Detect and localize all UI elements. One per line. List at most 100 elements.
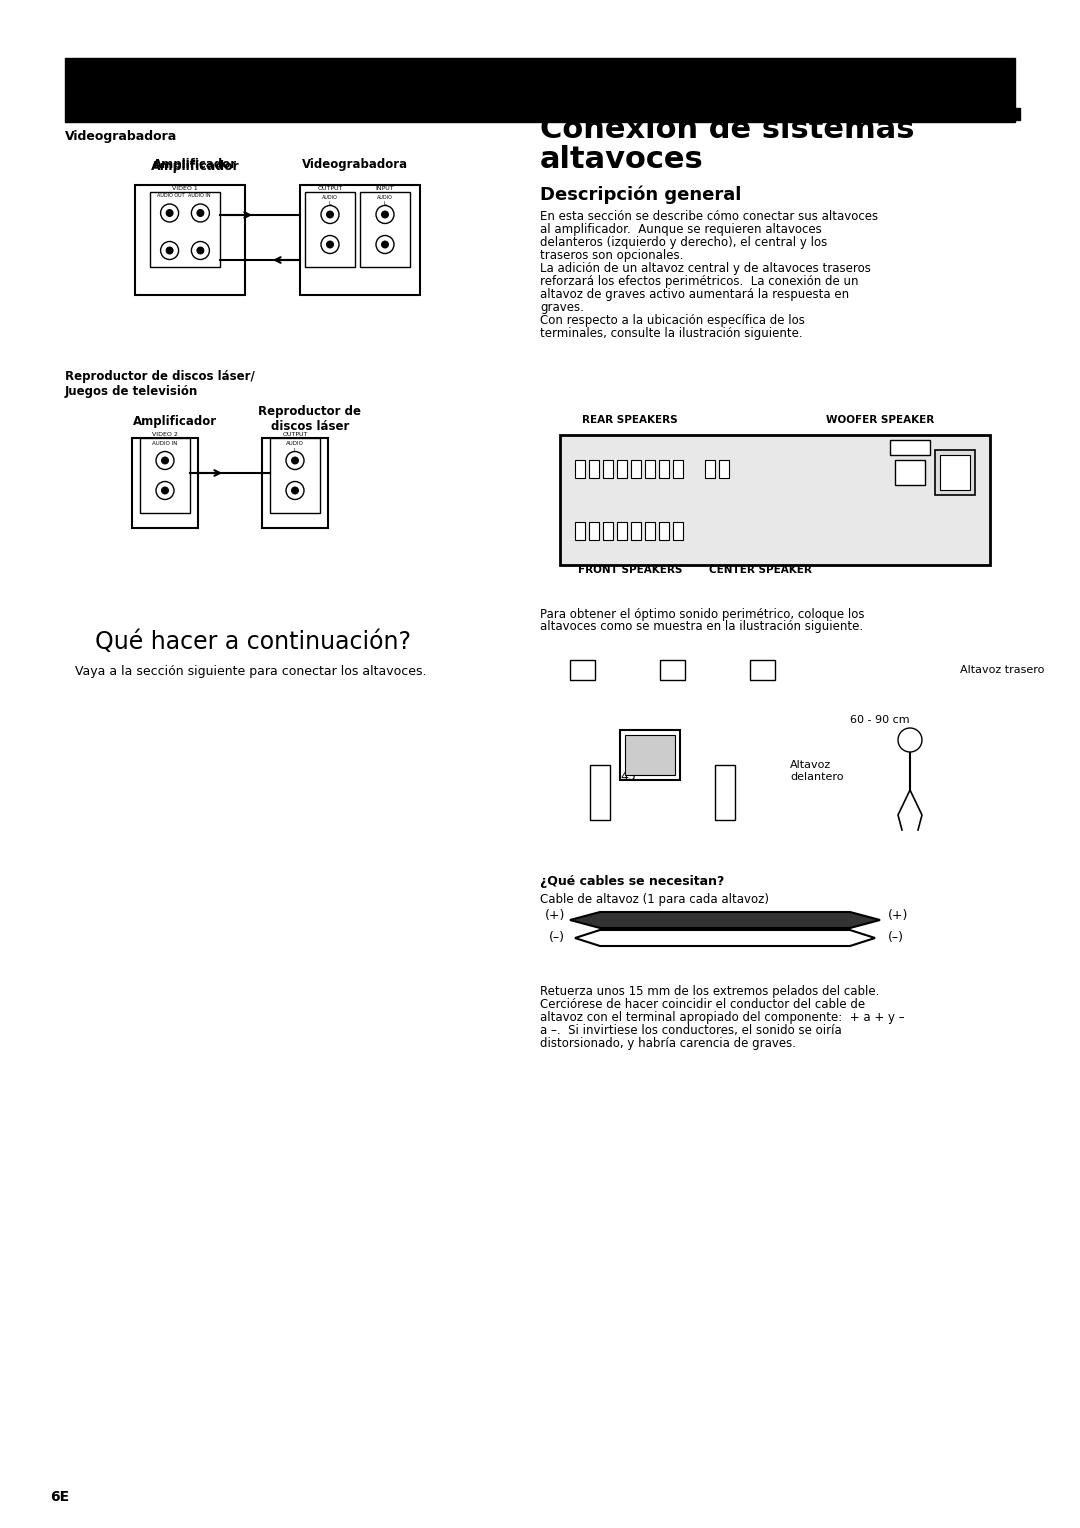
Circle shape <box>197 248 204 254</box>
Text: Con respecto a la ubicación específica de los: Con respecto a la ubicación específica d… <box>540 313 805 327</box>
Text: Conexión de sistemas: Conexión de sistemas <box>540 115 926 144</box>
Circle shape <box>161 205 178 222</box>
Bar <box>150 193 220 267</box>
Text: a –.  Si invirtiese los conductores, el sonido se oiría: a –. Si invirtiese los conductores, el s… <box>540 1024 841 1038</box>
Text: AUDIO IN: AUDIO IN <box>188 193 211 199</box>
Text: Reproductor de: Reproductor de <box>258 405 362 419</box>
Bar <box>575 460 585 478</box>
Text: La adición de un altavoz central y de altavoces traseros: La adición de un altavoz central y de al… <box>540 261 870 275</box>
Text: INPUT: INPUT <box>376 186 394 191</box>
Circle shape <box>161 241 178 260</box>
Text: distorsionado, y habría carencia de graves.: distorsionado, y habría carencia de grav… <box>540 1038 796 1050</box>
Text: Vaya a la sección siguiente para conectar los altavoces.: Vaya a la sección siguiente para conecta… <box>75 665 427 678</box>
Text: Amplificador: Amplificador <box>150 160 240 173</box>
Bar <box>631 460 642 478</box>
Text: Descripción general: Descripción general <box>540 185 741 203</box>
Bar <box>659 460 669 478</box>
Circle shape <box>292 457 298 465</box>
Text: REAR SPEAKERS: REAR SPEAKERS <box>582 416 678 425</box>
Text: OUTPUT: OUTPUT <box>282 432 308 437</box>
Bar <box>65 90 1015 122</box>
Bar <box>589 460 599 478</box>
Bar <box>659 523 669 539</box>
Text: Amplificador: Amplificador <box>153 157 238 171</box>
Circle shape <box>381 211 389 219</box>
Text: Reproductor de discos láser/: Reproductor de discos láser/ <box>65 370 255 384</box>
Bar <box>305 193 355 267</box>
Circle shape <box>286 451 303 469</box>
Text: AUDIO: AUDIO <box>377 196 393 200</box>
Bar <box>631 523 642 539</box>
Text: En esta sección se describe cómo conectar sus altavoces: En esta sección se describe cómo conecta… <box>540 209 878 223</box>
Text: L: L <box>328 202 332 206</box>
Bar <box>625 735 675 775</box>
Text: (–): (–) <box>549 932 565 944</box>
Circle shape <box>376 205 394 223</box>
Text: CENTER SPEAKER: CENTER SPEAKER <box>708 565 811 575</box>
Text: traseros son opcionales.: traseros son opcionales. <box>540 249 684 261</box>
Text: L: L <box>294 448 297 452</box>
Bar <box>603 460 613 478</box>
Bar <box>540 108 1020 121</box>
Bar <box>140 439 190 513</box>
Text: Videograbadora: Videograbadora <box>302 157 408 171</box>
Text: (+): (+) <box>544 909 565 921</box>
Bar <box>617 460 627 478</box>
Bar <box>575 523 585 539</box>
Circle shape <box>292 487 298 494</box>
Text: terminales, consulte la ilustración siguiente.: terminales, consulte la ilustración sigu… <box>540 327 802 341</box>
Circle shape <box>156 451 174 469</box>
Text: Juegos de televisión: Juegos de televisión <box>65 385 199 397</box>
Text: Para obtener el óptimo sonido perimétrico, coloque los: Para obtener el óptimo sonido perimétric… <box>540 608 864 620</box>
Text: WOOFER SPEAKER: WOOFER SPEAKER <box>826 416 934 425</box>
Text: altavoz de graves activo aumentará la respuesta en: altavoz de graves activo aumentará la re… <box>540 287 849 301</box>
Bar <box>270 439 320 513</box>
Bar <box>300 185 420 295</box>
Bar <box>561 435 990 565</box>
Bar <box>65 58 1015 90</box>
Text: Amplificador: Amplificador <box>133 416 217 428</box>
Polygon shape <box>570 912 880 927</box>
Text: altavoces: altavoces <box>540 145 704 174</box>
Bar <box>603 523 613 539</box>
Text: FRONT SPEAKERS: FRONT SPEAKERS <box>578 565 683 575</box>
Bar <box>660 660 685 680</box>
Bar <box>673 523 683 539</box>
Text: 6E: 6E <box>50 1490 69 1504</box>
Circle shape <box>156 481 174 500</box>
Polygon shape <box>575 931 875 946</box>
Text: reforzará los efectos perimétricos.  La conexión de un: reforzará los efectos perimétricos. La c… <box>540 275 859 287</box>
Text: 60 - 90 cm: 60 - 90 cm <box>850 715 909 724</box>
Text: L: L <box>383 202 387 206</box>
Circle shape <box>381 241 389 248</box>
Bar <box>570 660 595 680</box>
Circle shape <box>166 209 173 217</box>
Text: VIDEO 1: VIDEO 1 <box>172 186 198 191</box>
Text: AUDIO: AUDIO <box>322 196 338 200</box>
Circle shape <box>162 457 168 465</box>
Bar <box>715 766 735 821</box>
Circle shape <box>166 248 173 254</box>
Circle shape <box>897 727 922 752</box>
Text: Cable de altavoz (1 para cada altavoz): Cable de altavoz (1 para cada altavoz) <box>540 892 769 906</box>
Text: Altavoz trasero: Altavoz trasero <box>960 665 1044 675</box>
Bar <box>719 460 729 478</box>
Bar <box>940 455 970 490</box>
Text: (–): (–) <box>888 932 904 944</box>
Circle shape <box>321 235 339 254</box>
Text: altavoces como se muestra en la ilustración siguiente.: altavoces como se muestra en la ilustrac… <box>540 620 863 633</box>
Bar <box>750 660 775 680</box>
Bar <box>645 523 654 539</box>
Circle shape <box>162 487 168 494</box>
Text: (+): (+) <box>888 909 908 921</box>
Circle shape <box>191 241 210 260</box>
Bar <box>673 460 683 478</box>
Bar <box>132 439 198 529</box>
Bar <box>935 451 975 495</box>
Text: 45°: 45° <box>620 770 643 782</box>
Circle shape <box>376 235 394 254</box>
Bar <box>620 730 680 779</box>
Bar <box>590 766 610 821</box>
Bar <box>890 440 930 455</box>
Bar <box>705 460 715 478</box>
